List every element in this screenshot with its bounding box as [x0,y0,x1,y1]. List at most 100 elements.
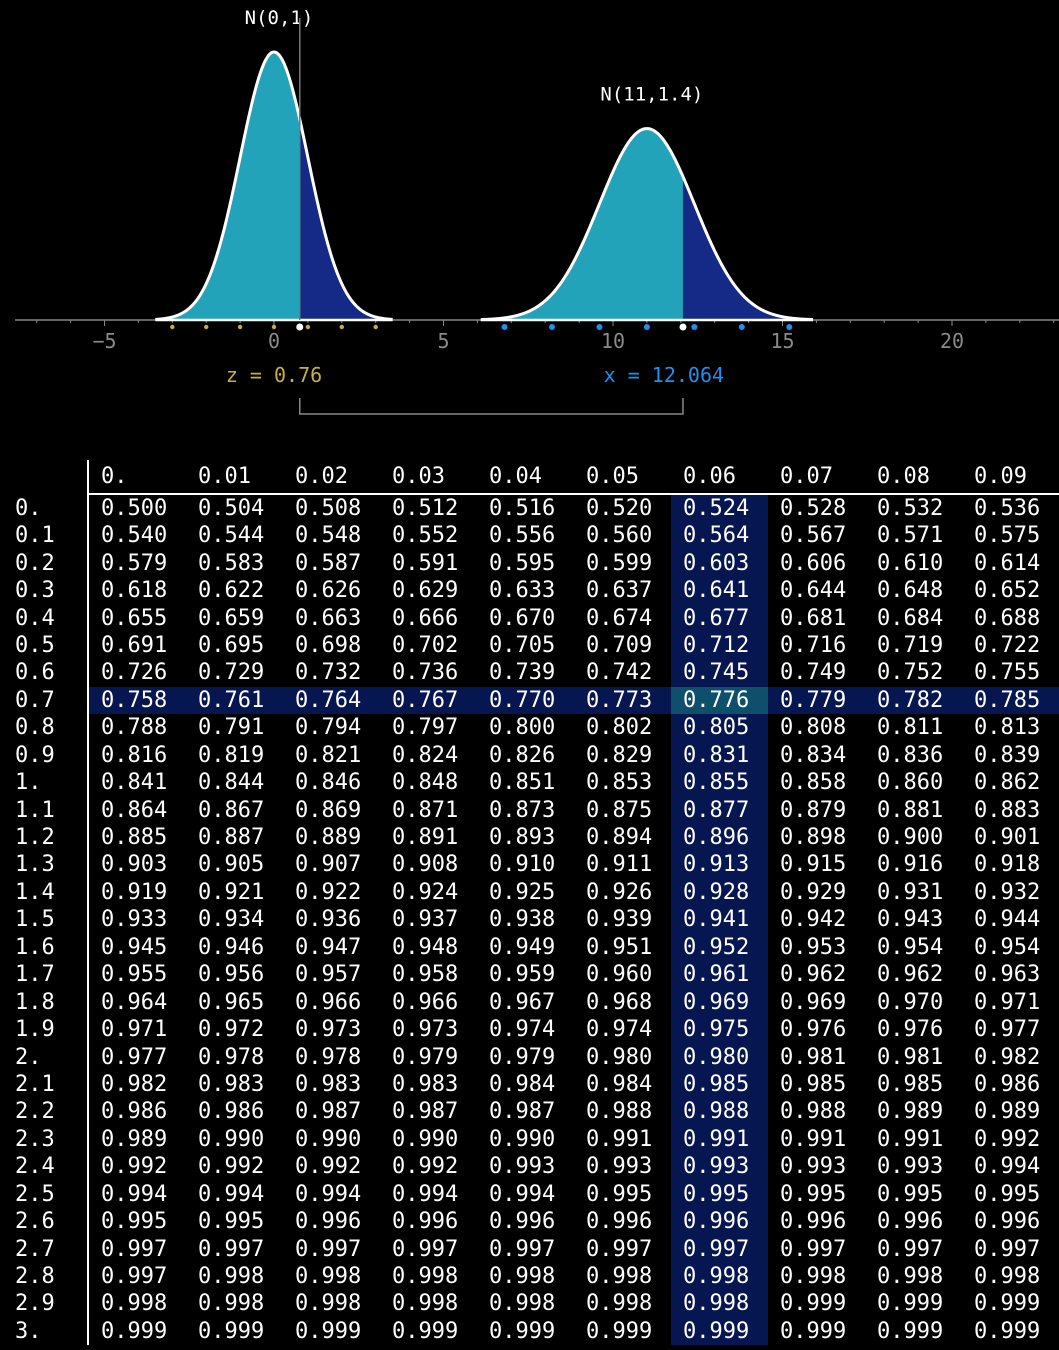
sd-marker [691,324,698,330]
table-cell: 0.966 [295,989,362,1015]
table-cell: 0.988 [780,1099,847,1125]
table-cell: 0.956 [198,962,265,988]
table-cell: 0.965 [198,989,265,1015]
table-cell: 0.949 [489,934,556,960]
table-cell: 0.986 [974,1071,1041,1097]
table-cell: 0.996 [877,1209,944,1235]
row-label: 3. [15,1318,42,1344]
table-cell: 0.749 [780,660,847,686]
highlighted-cell: 0.776 [671,686,768,715]
table-cell: 0.994 [392,1181,459,1207]
table-cell: 0.826 [489,742,556,768]
table-cell: 0.953 [780,934,847,960]
table-cell: 0.996 [295,1209,362,1235]
table-cell: 0.980 [671,1043,768,1071]
table-cell: 0.739 [489,660,556,686]
table-cell: 0.943 [877,907,944,933]
table-cell: 0.999 [974,1291,1041,1317]
table-cell: 0.821 [295,742,362,768]
table-cell: 0.998 [198,1264,265,1290]
row-label: 1.6 [15,934,55,960]
table-cell: 0.824 [392,742,459,768]
table-cell: 0.659 [198,605,265,631]
table-cell: 0.648 [877,578,944,604]
x-tick-label: 10 [601,329,625,353]
table-cell: 0.998 [198,1291,265,1317]
table-cell: 0.979 [489,1044,556,1070]
table-cell: 0.978 [198,1044,265,1070]
column-header: 0. [89,460,186,495]
density-curve [480,127,814,322]
table-cell: 0.908 [392,852,459,878]
table-cell: 0.548 [295,523,362,549]
table-cell: 0.954 [877,934,944,960]
table-cell: 0.998 [295,1291,362,1317]
table-cell: 0.989 [101,1126,168,1152]
row-label: 2.3 [15,1126,55,1152]
table-cell: 0.811 [877,715,944,741]
table-cell: 0.993 [877,1154,944,1180]
table-cell: 0.808 [780,715,847,741]
table-cell: 0.567 [780,523,847,549]
table-cell: 0.719 [877,632,944,658]
table-cell: 0.891 [392,825,459,851]
table-cell: 0.755 [974,660,1041,686]
row-label: 2.9 [15,1291,55,1317]
table-cell: 0.933 [101,907,168,933]
row-label: 0.5 [15,632,55,658]
table-cell: 0.991 [780,1126,847,1152]
table-cell: 0.913 [671,851,768,879]
column-header: 0.08 [865,460,962,495]
table-cell: 0.758 [89,686,186,715]
table-cell: 0.732 [295,660,362,686]
table-cell: 0.688 [974,605,1041,631]
table-cell: 0.932 [974,879,1041,905]
table-cell: 0.993 [489,1154,556,1180]
table-cell: 0.681 [780,605,847,631]
table-cell: 0.998 [974,1264,1041,1290]
table-cell: 0.785 [962,686,1059,715]
table-cell: 0.998 [671,1262,768,1291]
z-table: 0. 0.01 0.02 0.03 0.04 0.05 0.06 0.07 0.08 0.09 0.… [0,460,1059,1346]
table-cell: 0.990 [489,1126,556,1152]
table-cell: 0.532 [877,496,944,521]
table-cell: 0.900 [877,825,944,851]
table-cell: 0.674 [586,605,653,631]
table-cell: 0.800 [489,715,556,741]
table-cell: 0.702 [392,632,459,658]
table-cell: 0.508 [295,496,362,521]
table-cell: 0.729 [198,660,265,686]
sd-marker [596,324,603,330]
row-label: 2. [15,1044,42,1070]
table-cell: 0.698 [295,632,362,658]
table-cell: 0.788 [101,715,168,741]
table-cell: 0.996 [489,1209,556,1235]
table-cell: 0.599 [586,550,653,576]
table-cell: 0.922 [295,879,362,905]
table-cell: 0.881 [877,797,944,823]
table-cell: 0.999 [101,1318,168,1344]
table-cell: 0.905 [198,852,265,878]
table-cell: 0.894 [586,825,653,851]
table-cell: 0.991 [586,1126,653,1152]
row-label: 1.3 [15,852,55,878]
table-cell: 0.983 [295,1071,362,1097]
table-cell: 0.705 [489,632,556,658]
table-cell: 0.641 [671,576,768,605]
sd-marker [548,324,555,330]
table-cell: 0.997 [101,1236,168,1262]
table-cell: 0.536 [974,496,1041,521]
table-cell: 0.773 [574,686,671,715]
table-cell: 0.969 [780,989,847,1015]
table-cell: 0.977 [974,1017,1041,1043]
table-cell: 0.614 [974,550,1041,576]
table-cell: 0.867 [198,797,265,823]
cutoff-marker [296,323,304,331]
table-cell: 0.571 [877,523,944,549]
table-cell: 0.915 [780,852,847,878]
table-cell: 0.987 [392,1099,459,1125]
distribution-plot: −5 0 5 10 15 20 N(0,1) N(11,1.4) z = 0.76 x = 12.… [15,7,1059,415]
table-cell: 0.995 [974,1181,1041,1207]
table-cell: 0.937 [392,907,459,933]
table-cell: 0.752 [877,660,944,686]
